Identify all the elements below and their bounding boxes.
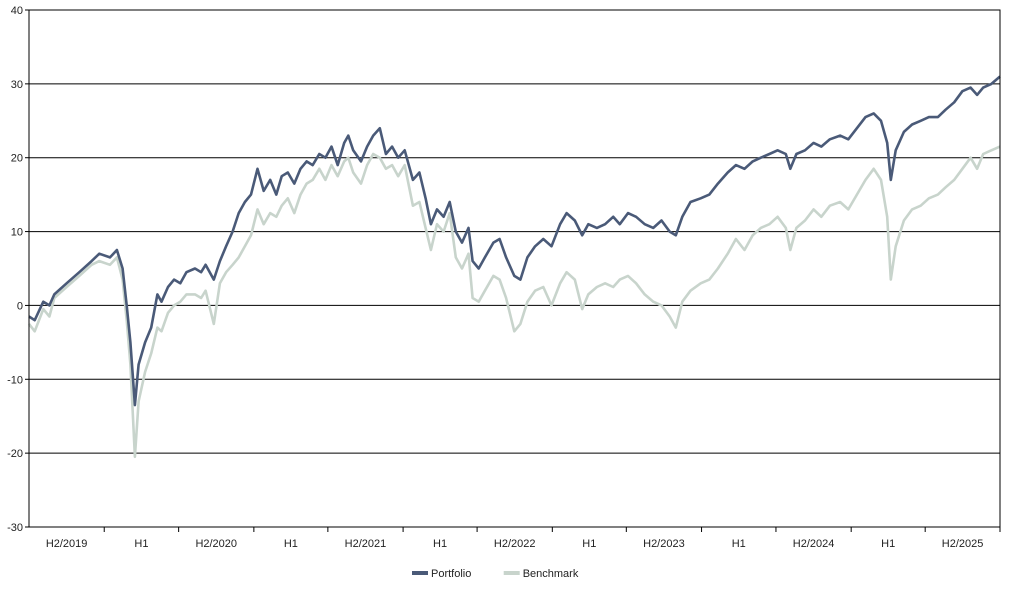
plot-frame	[28, 9, 1001, 528]
legend-label-portfolio: Portfolio	[431, 568, 471, 580]
y-tick-label: 20	[11, 153, 23, 165]
x-tick-label: H2/2021	[345, 538, 387, 550]
x-tick-label: H1	[732, 538, 746, 550]
y-tick-label: 0	[17, 300, 23, 312]
x-tick-label: H2/2022	[494, 538, 536, 550]
y-tick-label: -30	[7, 522, 23, 534]
x-tick-label: H1	[582, 538, 596, 550]
series-line-benchmark	[27, 145, 1001, 459]
x-tick-label: H1	[433, 538, 447, 550]
x-tick-label: H1	[134, 538, 148, 550]
legend-label-benchmark: Benchmark	[523, 568, 579, 580]
x-tick-label: H2/2025	[942, 538, 984, 550]
series-lines	[27, 75, 1001, 459]
x-tick-label: H1	[881, 538, 895, 550]
y-tick-label: 10	[11, 227, 23, 239]
axes: 40 30 20 10 0 -10 -20 -30 H2/2019 H1 H2/2020 H1 H2/2…	[7, 5, 1001, 550]
gridlines	[29, 9, 1000, 528]
x-tick-label: H2/2020	[195, 538, 237, 550]
x-tick-label: H2/2023	[643, 538, 685, 550]
x-tick-label: H2/2019	[46, 538, 88, 550]
y-tick-label: -10	[7, 374, 23, 386]
y-tick-label: -20	[7, 448, 23, 460]
legend: Portfolio Benchmark	[412, 568, 579, 580]
x-tick-label: H1	[284, 538, 298, 550]
y-tick-label: 40	[11, 5, 23, 17]
series-line-portfolio	[28, 75, 1001, 407]
x-tick-label: H2/2024	[793, 538, 835, 550]
y-tick-label: 30	[11, 79, 23, 91]
